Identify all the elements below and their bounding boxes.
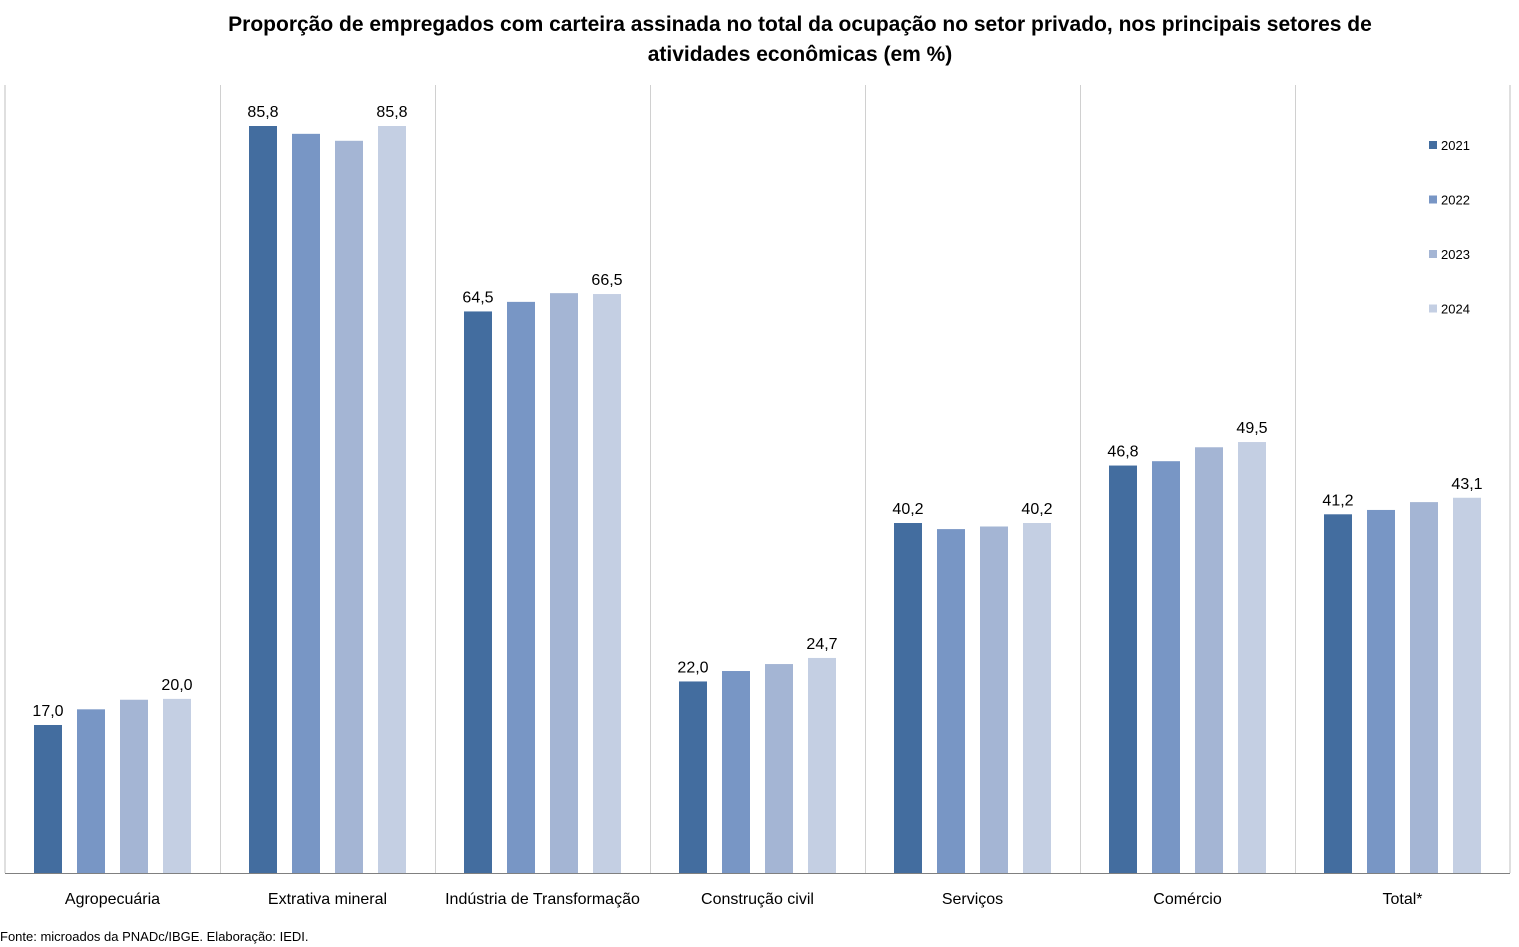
bar-chart: 17,0 20,0 Agropecuária 85,8 85,8 Extrativa mi… bbox=[4, 85, 1511, 908]
legend-swatch bbox=[1429, 304, 1437, 313]
data-label: 41,2 bbox=[1322, 492, 1353, 509]
data-label: 22,0 bbox=[677, 659, 708, 676]
bar-2024 bbox=[593, 294, 621, 873]
legend-label: 2023 bbox=[1441, 247, 1470, 262]
data-label: 64,5 bbox=[462, 289, 493, 306]
bar-2023 bbox=[120, 699, 148, 873]
bar-2024 bbox=[378, 126, 406, 873]
bar-2021 bbox=[34, 724, 62, 873]
bar-2021 bbox=[679, 681, 707, 873]
data-label: 40,2 bbox=[892, 501, 923, 518]
chart-title-line-1: Proporção de empregados com carteira ass… bbox=[228, 13, 1372, 36]
category-label: Serviços bbox=[942, 891, 1003, 908]
legend-swatch bbox=[1429, 195, 1437, 204]
bar-2022 bbox=[507, 301, 535, 873]
chart-title: Proporção de empregados com carteira ass… bbox=[0, 10, 1519, 70]
bar-2021 bbox=[464, 311, 492, 873]
data-label: 24,7 bbox=[806, 636, 837, 653]
category-label: Indústria de Transformação bbox=[445, 891, 640, 908]
category-label: Comércio bbox=[1153, 891, 1222, 908]
data-label: 17,0 bbox=[32, 703, 63, 720]
bar-2023 bbox=[335, 140, 363, 873]
bar-2024 bbox=[1023, 523, 1051, 873]
data-label: 49,5 bbox=[1236, 420, 1267, 437]
bar-2022 bbox=[292, 133, 320, 873]
bar-2021 bbox=[1109, 465, 1137, 873]
data-label: 85,8 bbox=[247, 104, 278, 121]
category-label: Agropecuária bbox=[65, 891, 160, 908]
bar-2023 bbox=[765, 664, 793, 873]
legend-swatch bbox=[1429, 250, 1437, 258]
data-label: 46,8 bbox=[1107, 444, 1138, 461]
legend-label: 2022 bbox=[1441, 193, 1470, 208]
data-label: 43,1 bbox=[1451, 476, 1482, 493]
chart-title-line-2: atividades econômicas (em %) bbox=[647, 43, 953, 66]
bar-2023 bbox=[550, 293, 578, 873]
bar-2024 bbox=[808, 657, 836, 873]
data-label: 40,2 bbox=[1021, 501, 1052, 518]
bar-2024 bbox=[1453, 497, 1481, 873]
bar-2024 bbox=[1238, 442, 1266, 873]
bar-2023 bbox=[1410, 502, 1438, 873]
bar-2022 bbox=[1367, 509, 1395, 873]
category-label: Extrativa mineral bbox=[268, 891, 387, 908]
bar-2023 bbox=[1195, 447, 1223, 873]
bar-2021 bbox=[249, 126, 277, 873]
bar-2023 bbox=[980, 526, 1008, 873]
category-label: Construção civil bbox=[701, 891, 814, 908]
data-label: 20,0 bbox=[161, 677, 192, 694]
bar-2021 bbox=[1324, 514, 1352, 873]
source-note: Fonte: microados da PNADc/IBGE. Elaboraç… bbox=[0, 929, 309, 944]
legend-label: 2024 bbox=[1441, 302, 1470, 317]
data-label: 85,8 bbox=[376, 104, 407, 121]
bar-2024 bbox=[163, 698, 191, 873]
bar-2021 bbox=[894, 523, 922, 873]
category-label: Total* bbox=[1382, 891, 1422, 908]
bar-2022 bbox=[937, 529, 965, 873]
bar-2022 bbox=[1152, 461, 1180, 873]
data-label: 66,5 bbox=[591, 272, 622, 289]
bar-2022 bbox=[722, 671, 750, 873]
bar-2022 bbox=[77, 709, 105, 873]
legend-label: 2021 bbox=[1441, 138, 1470, 153]
legend-swatch bbox=[1429, 141, 1437, 149]
